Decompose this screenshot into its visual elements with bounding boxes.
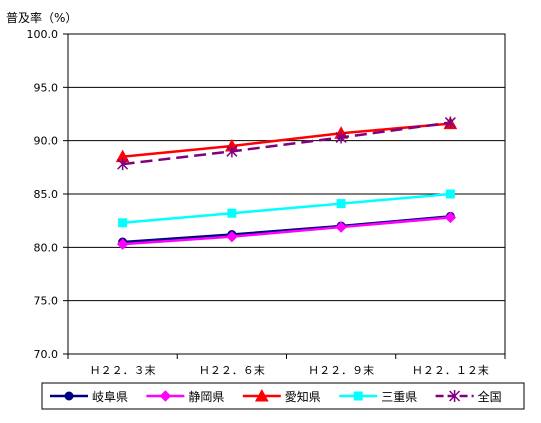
data-point bbox=[445, 189, 455, 199]
data-point bbox=[118, 218, 128, 228]
y-tick-label: 95.0 bbox=[34, 81, 59, 94]
legend-label: 愛知県 bbox=[285, 390, 321, 404]
x-tick-label: Ｈ２２．９末 bbox=[308, 363, 374, 377]
series-line-3 bbox=[122, 192, 451, 225]
y-tick-label: 75.0 bbox=[34, 295, 59, 308]
legend-label: 全国 bbox=[478, 389, 502, 404]
y-tick-label: 70.0 bbox=[34, 348, 59, 361]
legend-label: 静岡県 bbox=[188, 390, 224, 404]
legend-marker bbox=[449, 390, 461, 402]
legend-label: 岐阜県 bbox=[92, 390, 128, 404]
legend-label: 三重県 bbox=[381, 390, 417, 404]
x-tick-label: Ｈ２２．１２末 bbox=[412, 363, 489, 377]
data-point bbox=[226, 230, 238, 243]
y-axis-label: 普及率（%） bbox=[6, 10, 77, 25]
legend-marker bbox=[159, 390, 172, 402]
plot-area: 70.0 75.0 80.0 85.0 90.0 95.0 100.0 Ｈ２２．３末 Ｈ２２．６… bbox=[27, 28, 506, 377]
data-point bbox=[226, 145, 238, 158]
data-point bbox=[335, 221, 347, 233]
x-tick-label: Ｈ２２．６末 bbox=[199, 363, 265, 377]
series-line-1 bbox=[122, 216, 451, 246]
series-line-4 bbox=[122, 121, 451, 166]
data-point bbox=[444, 211, 457, 224]
y-tick-label: 100.0 bbox=[27, 28, 59, 41]
y-tick-label: 80.0 bbox=[34, 241, 59, 254]
series-line-2 bbox=[122, 122, 451, 158]
data-point bbox=[227, 208, 237, 218]
y-tick-label: 90.0 bbox=[34, 135, 59, 148]
data-point bbox=[335, 131, 347, 144]
legend-marker bbox=[254, 388, 269, 402]
legend-marker bbox=[353, 391, 363, 401]
x-tick-label: Ｈ２２．３末 bbox=[90, 363, 156, 377]
legend: 岐阜県 静岡県 愛知県 三重県 全国 bbox=[41, 382, 525, 410]
data-point bbox=[116, 238, 129, 250]
data-point bbox=[336, 199, 346, 209]
legend-marker bbox=[64, 391, 74, 401]
data-point bbox=[444, 116, 456, 129]
data-point bbox=[117, 158, 129, 171]
legend-box bbox=[41, 382, 525, 410]
y-tick-label: 85.0 bbox=[34, 188, 59, 201]
